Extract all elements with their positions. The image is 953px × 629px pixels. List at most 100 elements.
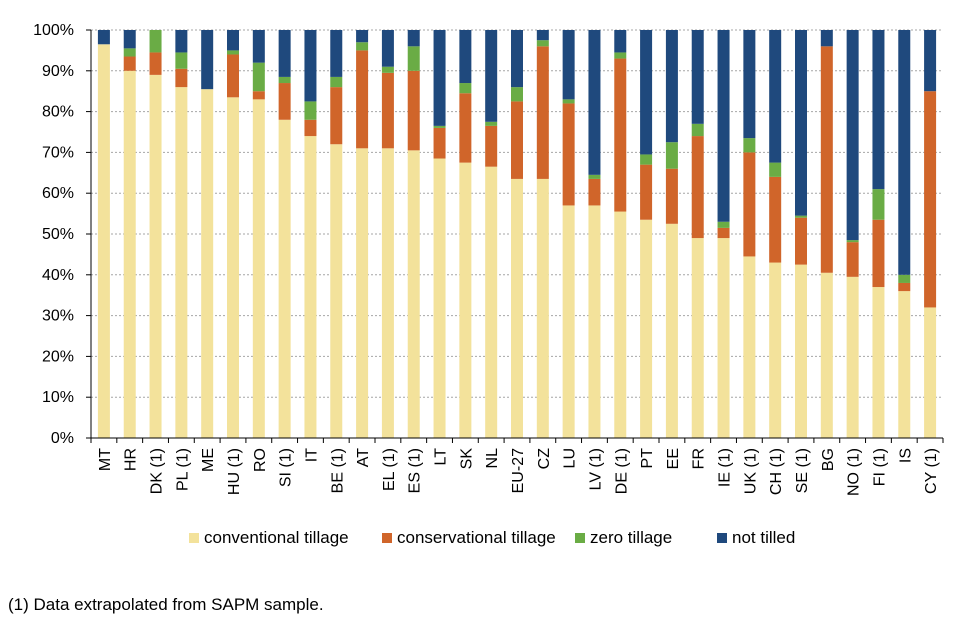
bar-segment	[562, 30, 575, 100]
bar-segment	[123, 56, 136, 71]
legend: conventional tillage conservational till…	[0, 528, 953, 556]
x-tick-label: SE (1)	[794, 448, 811, 493]
bar-segment	[252, 91, 265, 100]
bar-segment	[743, 256, 756, 438]
bar-segment	[381, 30, 394, 67]
bar-segment	[304, 30, 317, 102]
bar-segment	[769, 30, 782, 163]
bar-segment	[898, 282, 911, 292]
bar-segment	[872, 30, 885, 190]
bar-segment	[769, 262, 782, 438]
legend-label-conventional-tillage: conventional tillage	[204, 528, 349, 547]
x-tick-label: LT	[433, 448, 450, 466]
x-tick-label: DK (1)	[149, 448, 166, 494]
bar-segment	[717, 227, 730, 239]
x-tick-label: LV (1)	[587, 448, 604, 490]
x-tick-label: BG	[820, 448, 837, 471]
bar-segment	[846, 242, 859, 277]
x-tick-label: LU	[562, 448, 579, 468]
y-tick-label: 30%	[42, 308, 74, 325]
bar-segment	[872, 189, 885, 220]
x-tick-label: FI (1)	[871, 448, 888, 486]
bar-segment	[201, 30, 214, 90]
bar-segment	[433, 127, 446, 159]
bar-segment	[97, 30, 110, 45]
bar-segment	[872, 287, 885, 438]
bar-segment	[459, 30, 472, 84]
x-tick-label: HU (1)	[226, 448, 243, 495]
legend-item-conservational-tillage: conservational tillage	[382, 528, 556, 548]
x-tick-label: CZ	[536, 448, 553, 470]
bar-segment	[924, 91, 937, 308]
y-tick-label: 40%	[42, 267, 74, 284]
y-tick-label: 70%	[42, 144, 74, 161]
bar-segment	[356, 42, 369, 51]
bar-segment	[459, 83, 472, 94]
bar-segment	[381, 72, 394, 149]
bar-segment	[795, 217, 807, 265]
bar-segment	[640, 164, 653, 220]
x-tick-label: PL (1)	[174, 448, 191, 491]
bar-segment	[588, 205, 601, 438]
bar-segment	[898, 291, 911, 438]
bar-segment	[252, 62, 265, 92]
bar-segment	[356, 148, 369, 438]
bar-segment	[175, 52, 188, 69]
legend-label-not-tilled: not tilled	[732, 528, 796, 547]
bar-segment	[717, 238, 730, 438]
y-tick-label: 10%	[42, 389, 74, 406]
bar-segment	[433, 158, 446, 438]
bar-segment	[872, 219, 885, 288]
bar-segment	[846, 240, 859, 243]
bar-segment	[278, 76, 291, 84]
bar-segment	[614, 211, 627, 438]
bar-segment	[330, 30, 343, 77]
bar-segment	[743, 152, 756, 257]
bar-segment	[717, 30, 730, 222]
bar-segment	[304, 101, 317, 120]
bar-segment	[691, 123, 704, 137]
bar-segment	[485, 166, 498, 438]
y-tick-label: 90%	[42, 63, 74, 80]
bar-segment	[252, 30, 265, 63]
legend-label-zero-tillage: zero tillage	[590, 528, 673, 547]
bar-segment	[691, 238, 704, 438]
bar-segment	[227, 97, 239, 438]
x-tick-label: EL (1)	[381, 448, 398, 491]
x-tick-label: CH (1)	[768, 448, 785, 495]
x-tick-label: FR	[691, 448, 708, 469]
bar-segment	[175, 30, 188, 53]
legend-swatch-conventional-tillage	[189, 533, 199, 543]
bar-segment	[588, 30, 601, 175]
y-tick-label: 0%	[51, 430, 74, 447]
bar-segment	[330, 76, 343, 88]
footnote: (1) Data extrapolated from SAPM sample.	[8, 595, 324, 614]
x-tick-label: ME	[200, 448, 217, 472]
bar-segment	[511, 87, 523, 102]
bar-segment	[175, 87, 188, 439]
x-tick-label: HR	[123, 448, 140, 471]
x-tick-label: IT	[303, 448, 320, 462]
bar-segment	[433, 30, 446, 126]
bar-segment	[769, 162, 782, 177]
bar-segment	[330, 87, 343, 145]
x-tick-label: NL	[484, 448, 501, 469]
bar-segment	[97, 44, 110, 438]
bar-segment	[640, 154, 653, 165]
x-tick-label: NO (1)	[846, 448, 863, 496]
bar-segment	[795, 264, 807, 438]
x-tick-label: UK (1)	[742, 448, 759, 494]
bar-segment	[227, 54, 239, 98]
x-tick-label: IE (1)	[717, 448, 734, 487]
bar-segment	[743, 30, 756, 139]
bar-segment	[278, 83, 291, 120]
bar-segment	[175, 68, 188, 88]
legend-item-not-tilled: not tilled	[717, 528, 795, 548]
x-tick-label: CY (1)	[923, 448, 940, 494]
bar-segment	[485, 121, 498, 126]
bar-segment	[743, 138, 756, 153]
bar-segment	[665, 30, 678, 143]
bar-segment	[924, 30, 937, 92]
x-tick-label: MT	[97, 448, 114, 471]
bar-segment	[381, 148, 394, 438]
